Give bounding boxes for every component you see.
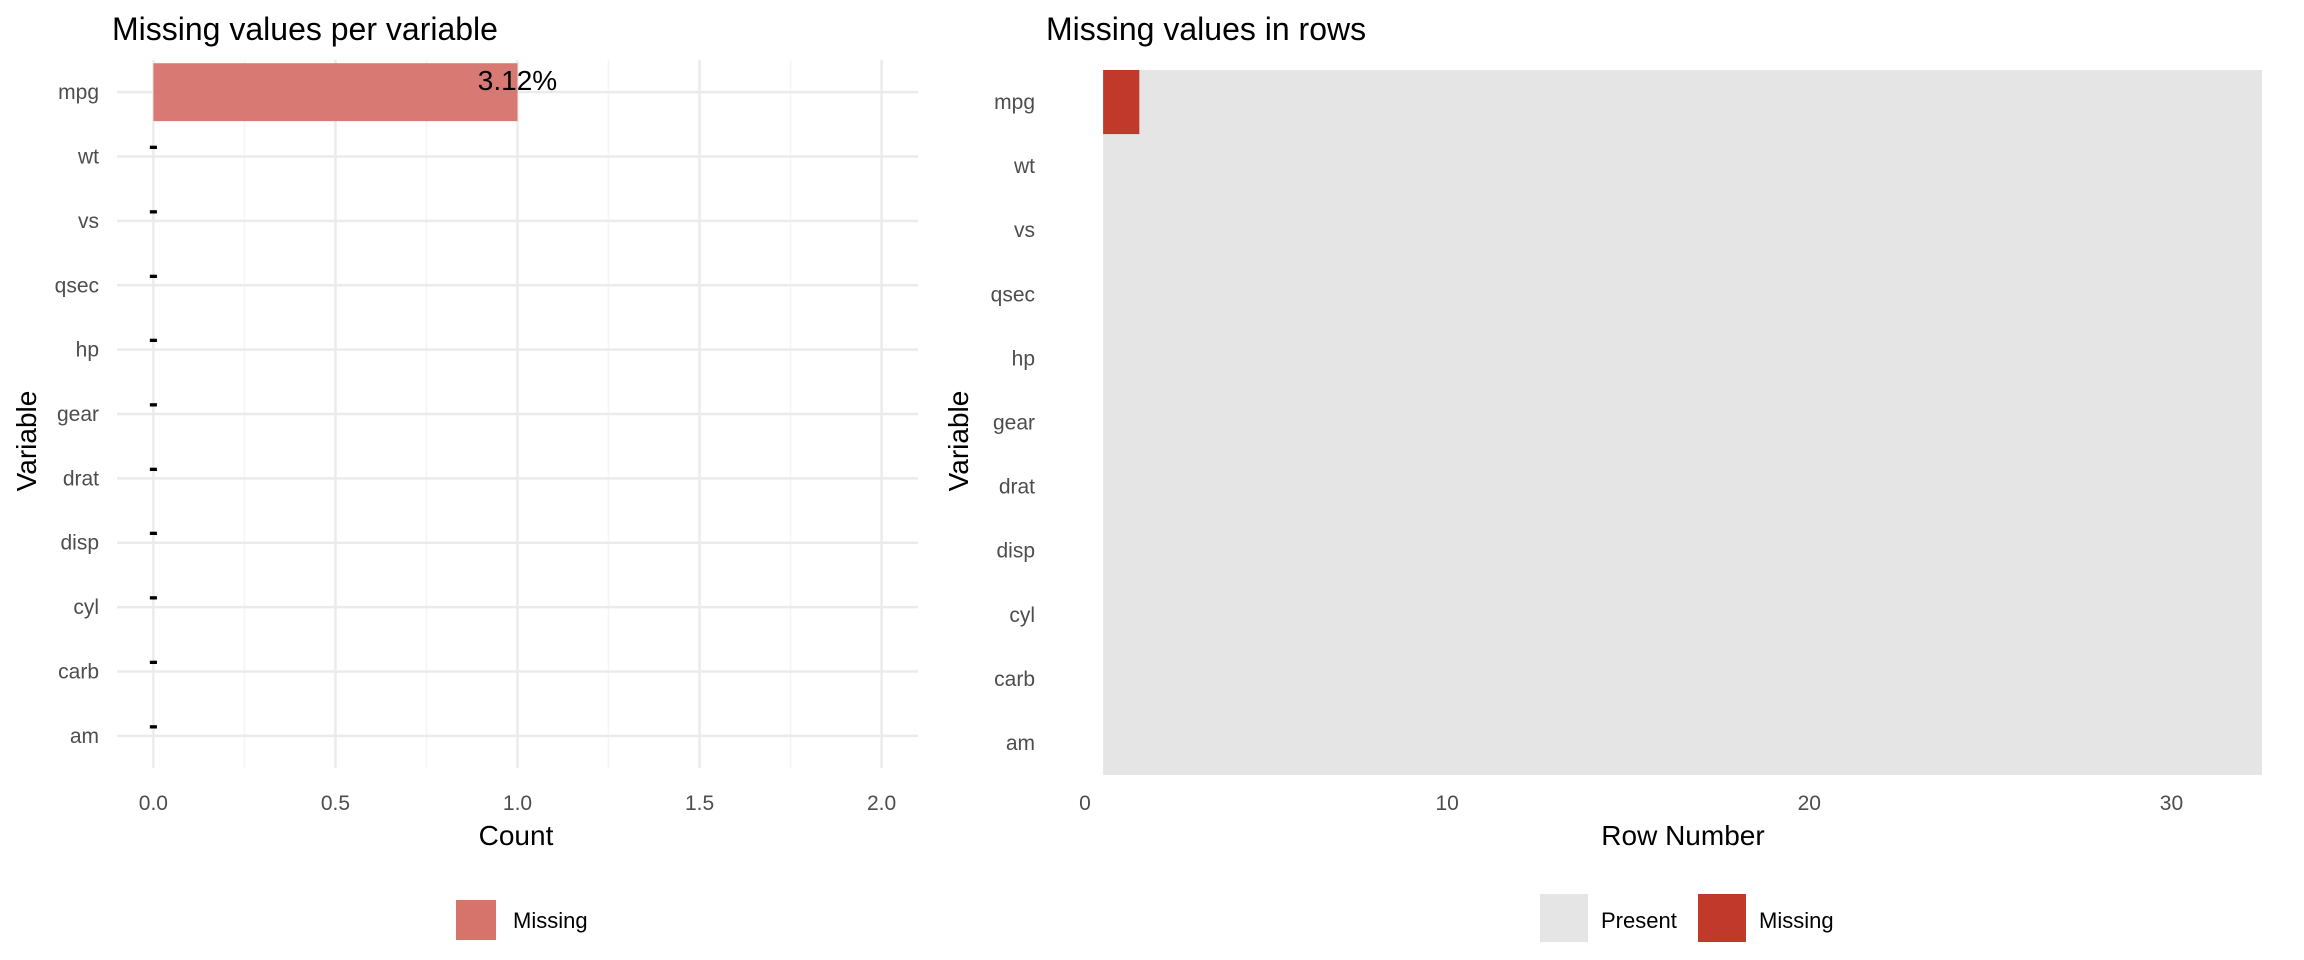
y-tick-label-disp: disp <box>996 540 1035 563</box>
right-y-tick-labels: mpg wt vs qsec hp gear drat disp cyl carb am <box>991 91 1036 755</box>
x-tick-label: 2.0 <box>867 792 896 815</box>
y-tick-label-hp: hp <box>76 339 99 362</box>
data-label-disp: - <box>149 516 158 547</box>
x-tick-label: 1.5 <box>685 792 714 815</box>
legend-label-missing: Missing <box>513 908 588 933</box>
y-tick-label-mpg: mpg <box>994 91 1035 114</box>
present-tiles <box>1103 70 2262 775</box>
left-x-tick-labels: 0.0 0.5 1.0 1.5 2.0 <box>139 792 896 815</box>
legend-key-missing <box>1698 894 1746 942</box>
y-tick-label-vs: vs <box>78 210 99 233</box>
data-label-hp: - <box>149 323 158 354</box>
y-tick-label-gear: gear <box>57 403 99 426</box>
right-x-tick-labels: 0 10 20 30 <box>1079 792 2183 815</box>
left-x-axis-title: Count <box>479 820 554 851</box>
y-tick-label-gear: gear <box>993 412 1035 435</box>
y-tick-label-cyl: cyl <box>73 596 99 619</box>
data-label-wt: - <box>149 130 158 161</box>
y-tick-label-qsec: qsec <box>991 283 1035 306</box>
data-label-am: - <box>149 709 158 740</box>
left-y-axis-title: Variable <box>11 391 42 492</box>
x-tick-label: 0 <box>1079 792 1091 815</box>
left-y-tick-labels: mpg wt vs qsec hp gear drat disp cyl carb am <box>55 81 100 748</box>
left-legend: Missing <box>456 900 588 940</box>
data-label-mpg: 3.12% <box>478 65 557 96</box>
left-chart-title: Missing values per variable <box>112 11 498 47</box>
bar-mpg <box>153 63 518 122</box>
y-tick-label-wt: wt <box>77 146 99 169</box>
y-tick-label-carb: carb <box>994 668 1035 691</box>
y-tick-label-wt: wt <box>1013 155 1035 178</box>
data-label-gear: - <box>149 387 158 418</box>
right-chart-title: Missing values in rows <box>1046 11 1366 47</box>
y-tick-label-am: am <box>70 725 99 748</box>
left-bars: 3.12% - - - - - - - - - - <box>149 63 557 740</box>
missing-tile-mpg <box>1103 70 1140 135</box>
x-tick-label: 10 <box>1435 792 1458 815</box>
legend-key-present <box>1540 894 1588 942</box>
y-tick-label-drat: drat <box>999 476 1035 499</box>
data-label-carb: - <box>149 644 158 675</box>
y-tick-label-vs: vs <box>1014 219 1035 242</box>
y-tick-label-drat: drat <box>63 467 99 490</box>
right-legend: Present Missing <box>1540 894 1834 942</box>
y-tick-label-hp: hp <box>1012 347 1035 370</box>
x-tick-label: 30 <box>2160 792 2183 815</box>
legend-label-present: Present <box>1601 908 1677 933</box>
y-tick-label-cyl: cyl <box>1009 604 1035 627</box>
y-tick-label-carb: carb <box>58 660 99 683</box>
right-y-axis-title: Variable <box>943 391 974 492</box>
data-label-vs: - <box>149 194 158 225</box>
data-label-cyl: - <box>149 580 158 611</box>
y-tick-label-mpg: mpg <box>58 81 99 104</box>
y-tick-label-disp: disp <box>60 532 99 555</box>
right-heatmap-tiles <box>1103 70 2262 775</box>
missing-per-variable-panel: Missing values per variable 3.12% - - - - - - -… <box>11 11 918 940</box>
data-label-drat: - <box>149 451 158 482</box>
right-x-axis-title: Row Number <box>1601 820 1764 851</box>
y-tick-label-am: am <box>1006 732 1035 755</box>
missing-in-rows-panel: Missing values in rows mpg wt vs qsec hp gear… <box>943 11 2262 942</box>
y-tick-label-qsec: qsec <box>55 274 99 297</box>
x-tick-label: 20 <box>1798 792 1821 815</box>
x-tick-label: 1.0 <box>503 792 532 815</box>
legend-label-missing-right: Missing <box>1759 908 1834 933</box>
left-gridlines <box>117 60 918 768</box>
x-tick-label: 0.0 <box>139 792 168 815</box>
legend-key-missing <box>456 900 496 940</box>
data-label-qsec: - <box>149 258 158 289</box>
x-tick-label: 0.5 <box>321 792 350 815</box>
